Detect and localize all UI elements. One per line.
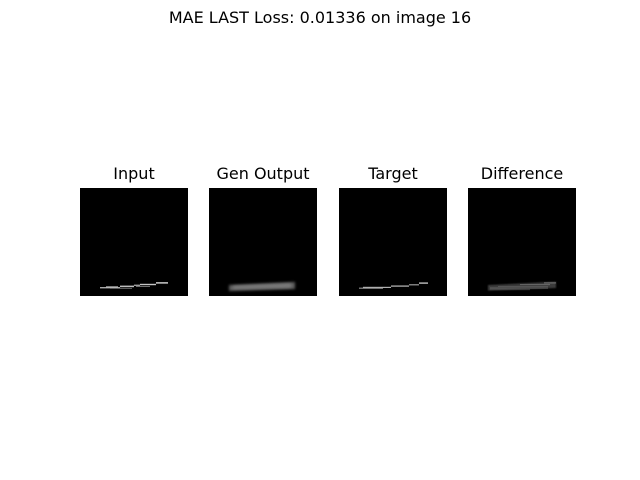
panel-title-target: Target [368,164,418,183]
difference-stroke [488,281,556,291]
panel-title-difference: Difference [480,164,564,183]
panel-title-gen-output: Gen Output [216,164,310,183]
input-stroke [100,282,168,289]
panel-title-input: Input [113,164,155,183]
target-image [339,188,447,296]
gen-output-image [209,188,317,296]
target-stroke [359,282,428,289]
difference-image [468,188,576,296]
gen-output-stroke [229,282,295,291]
figure-title: MAE LAST Loss: 0.01336 on image 16 [168,8,472,27]
input-image [80,188,188,296]
